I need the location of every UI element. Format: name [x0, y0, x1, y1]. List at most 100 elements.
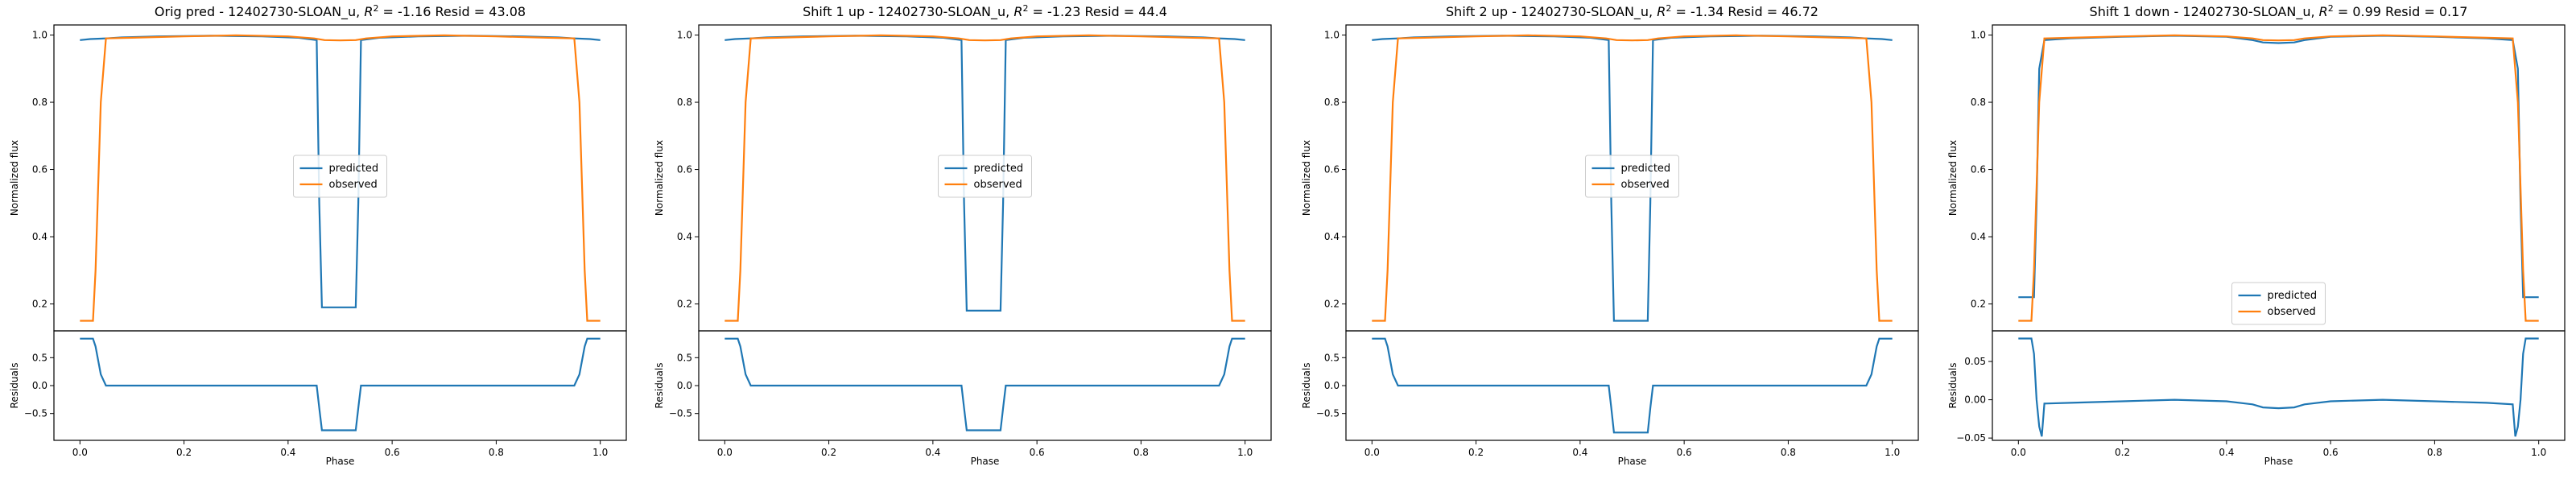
y-tick-label: 0.4 [1324, 231, 1340, 242]
y-tick-label: 0.8 [1971, 97, 1986, 108]
legend: predicted observed [1585, 155, 1679, 198]
axes-frame-bottom [53, 330, 627, 441]
x-tick-label: 0.4 [925, 447, 940, 458]
x-tick-label: 0.4 [1572, 447, 1587, 458]
x-tick-label: 0.6 [1677, 447, 1692, 458]
y-tick-label: 0.5 [677, 352, 692, 363]
y-tick-label: 0.8 [677, 97, 692, 108]
y-tick-label: 0.2 [677, 299, 692, 310]
x-tick-label: 0.8 [1781, 447, 1796, 458]
y-tick-label: 0.2 [1324, 299, 1340, 310]
x-tick-label: 0.2 [176, 447, 192, 458]
axes-frame-bottom [1345, 330, 1919, 441]
y-axis-label: Residuals [654, 363, 665, 409]
x-tick-label: 1.0 [592, 447, 608, 458]
legend-box [293, 155, 387, 198]
y-axis-label: Residuals [1301, 363, 1312, 409]
series-line-observed [1372, 34, 1893, 322]
chart-panel-3: Shift 2 up - 12402730-SLOAN_u, R2 = -1.3… [1301, 3, 1919, 467]
y-tick-label: 0.4 [677, 231, 692, 242]
y-tick-label: 0.6 [1971, 164, 1986, 175]
x-tick-label: 0.6 [1030, 447, 1045, 458]
x-tick-label: 0.0 [72, 447, 88, 458]
y-tick-label: 1.0 [1324, 30, 1340, 41]
y-tick-label: 0.6 [1324, 164, 1340, 175]
y-tick-label: 0.0 [677, 380, 692, 391]
series-line-observed [80, 34, 601, 322]
x-tick-label: 0.2 [1468, 447, 1484, 458]
y-tick-label: −0.5 [669, 408, 692, 419]
y-axis-label: Residuals [9, 363, 20, 409]
series-line-predicted [2018, 35, 2539, 299]
legend-label-observed: observed [1621, 179, 1670, 191]
y-tick-label: 0.6 [677, 164, 692, 175]
series-line-observed [724, 34, 1245, 322]
chart-title: Shift 2 up - 12402730-SLOAN_u, R2 = -1.3… [1446, 3, 1818, 20]
legend-box [1585, 155, 1679, 198]
x-tick-label: 1.0 [1237, 447, 1253, 458]
y-tick-label: 0.6 [32, 164, 47, 175]
chart-panel-4: Shift 1 down - 12402730-SLOAN_u, R2 = 0.… [1947, 3, 2566, 467]
y-tick-label: 0.4 [32, 231, 47, 242]
x-tick-label: 0.4 [2219, 447, 2234, 458]
y-tick-label: 0.0 [1324, 380, 1340, 391]
x-tick-label: 0.8 [1133, 447, 1149, 458]
chart-panel-1: Orig pred - 12402730-SLOAN_u, R2 = -1.16… [9, 3, 627, 467]
x-tick-label: 0.8 [2427, 447, 2442, 458]
y-axis-label: Normalized flux [654, 140, 665, 216]
legend-label-predicted: predicted [1621, 163, 1671, 175]
series-line-observed [2018, 34, 2539, 322]
y-tick-label: −0.5 [1316, 408, 1340, 419]
legend-label-observed: observed [2268, 306, 2316, 318]
x-tick-label: 1.0 [1885, 447, 1900, 458]
x-tick-label: 0.0 [1364, 447, 1380, 458]
y-tick-label: 1.0 [32, 30, 47, 41]
legend-label-predicted: predicted [329, 163, 379, 175]
x-tick-label: 0.8 [489, 447, 504, 458]
y-tick-label: 0.4 [1971, 231, 1986, 242]
y-tick-label: 0.2 [1971, 299, 1986, 310]
residual-line [1372, 337, 1893, 434]
y-tick-label: 1.0 [677, 30, 692, 41]
residual-line [80, 337, 601, 431]
y-tick-label: 0.0 [32, 380, 47, 391]
legend-box [2231, 282, 2326, 325]
y-tick-label: −0.5 [24, 408, 47, 419]
y-tick-label: 1.0 [1971, 30, 1986, 41]
axes-frame-bottom [1992, 330, 2566, 441]
x-tick-label: 0.6 [2323, 447, 2339, 458]
legend: predicted observed [2231, 282, 2326, 325]
y-tick-label: 0.05 [1964, 356, 1986, 367]
legend: predicted observed [293, 155, 387, 198]
legend-box [938, 155, 1032, 198]
legend-label-predicted: predicted [974, 163, 1024, 175]
x-axis-label: Phase [971, 456, 1000, 467]
x-axis-label: Phase [2264, 456, 2293, 467]
x-tick-label: 0.0 [2011, 447, 2026, 458]
chart-title: Shift 1 up - 12402730-SLOAN_u, R2 = -1.2… [803, 3, 1167, 20]
y-tick-label: 0.2 [32, 299, 47, 310]
x-tick-label: 0.2 [821, 447, 836, 458]
chart-title: Orig pred - 12402730-SLOAN_u, R2 = -1.16… [155, 3, 526, 20]
x-tick-label: 0.2 [2115, 447, 2130, 458]
y-tick-label: 0.5 [1324, 352, 1340, 363]
y-tick-label: 0.8 [32, 97, 47, 108]
y-tick-label: 0.00 [1964, 394, 1986, 406]
legend: predicted observed [938, 155, 1032, 198]
residual-line [2018, 337, 2539, 437]
y-axis-label: Residuals [1947, 363, 1959, 409]
y-axis-label: Normalized flux [9, 140, 20, 216]
x-axis-label: Phase [1618, 456, 1647, 467]
legend-label-predicted: predicted [2268, 290, 2318, 302]
y-tick-label: 0.8 [1324, 97, 1340, 108]
x-tick-label: 0.4 [280, 447, 295, 458]
axes-frame-bottom [698, 330, 1272, 441]
chart-title: Shift 1 down - 12402730-SLOAN_u, R2 = 0.… [2090, 3, 2468, 20]
x-axis-label: Phase [326, 456, 355, 467]
residual-line [724, 337, 1245, 431]
y-tick-label: 0.5 [32, 352, 47, 363]
y-axis-label: Normalized flux [1301, 140, 1312, 216]
legend-label-observed: observed [974, 179, 1022, 191]
legend-label-observed: observed [329, 179, 378, 191]
